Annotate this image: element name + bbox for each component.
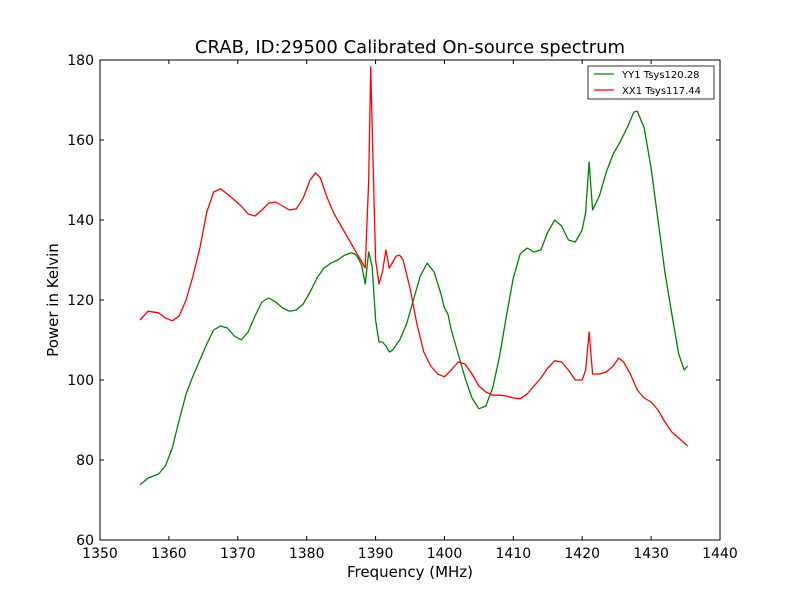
x-tick-label: 1420 (564, 546, 600, 562)
x-tick-label: 1380 (289, 546, 325, 562)
legend: YY1 Tsys120.28 XX1 Tsys117.44 (587, 65, 715, 100)
y-tick-label: 180 (67, 53, 94, 69)
y-tick-label: 60 (76, 533, 94, 549)
plot-area (100, 60, 720, 540)
series-layer (139, 66, 689, 486)
x-tick-label: 1410 (496, 546, 532, 562)
x-axis: 1350 1360 1370 1380 1390 1400 1410 1420 1430 1440 (82, 60, 738, 562)
y-tick-label: 80 (76, 453, 94, 469)
x-tick-label: 1350 (82, 546, 118, 562)
series-line-yy1 (139, 110, 689, 486)
y-tick-label: 140 (67, 213, 94, 229)
legend-entry-xx1: XX1 Tsys117.44 (622, 86, 701, 97)
series-line-xx1 (139, 66, 689, 447)
y-tick-label: 120 (67, 293, 94, 309)
y-tick-label: 100 (67, 373, 94, 389)
y-axis: 60 80 100 120 140 160 180 (67, 53, 720, 549)
y-axis-label: Power in Kelvin (44, 243, 62, 357)
x-tick-label: 1440 (702, 546, 738, 562)
x-tick-label: 1390 (358, 546, 394, 562)
x-tick-label: 1360 (151, 546, 187, 562)
x-axis-label: Frequency (MHz) (347, 563, 473, 581)
legend-box (587, 65, 715, 100)
y-tick-label: 160 (67, 133, 94, 149)
x-tick-label: 1400 (427, 546, 463, 562)
chart-title: CRAB, ID:29500 Calibrated On-source spec… (195, 37, 625, 58)
x-tick-label: 1430 (633, 546, 669, 562)
x-tick-label: 1370 (220, 546, 256, 562)
legend-entry-yy1: YY1 Tsys120.28 (621, 70, 700, 81)
